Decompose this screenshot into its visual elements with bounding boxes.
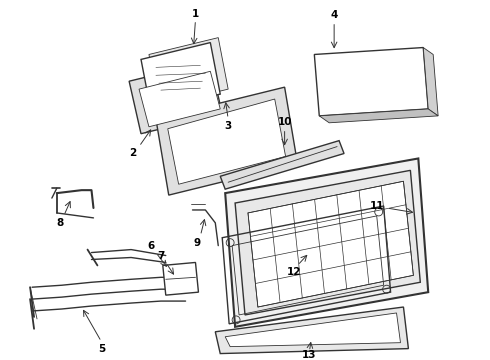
Polygon shape bbox=[141, 42, 220, 111]
Polygon shape bbox=[156, 87, 297, 195]
Text: 1: 1 bbox=[192, 9, 199, 19]
Text: 3: 3 bbox=[224, 121, 232, 131]
Polygon shape bbox=[225, 158, 428, 327]
Text: 11: 11 bbox=[369, 201, 384, 211]
Text: 2: 2 bbox=[129, 148, 137, 158]
Polygon shape bbox=[314, 48, 428, 116]
Polygon shape bbox=[225, 313, 400, 347]
Text: 7: 7 bbox=[157, 251, 165, 261]
Polygon shape bbox=[423, 48, 438, 116]
Polygon shape bbox=[319, 109, 438, 123]
Text: 5: 5 bbox=[98, 343, 105, 354]
Text: 6: 6 bbox=[147, 240, 154, 251]
Polygon shape bbox=[149, 38, 228, 106]
Polygon shape bbox=[129, 62, 222, 134]
Text: 9: 9 bbox=[194, 238, 201, 248]
Text: 4: 4 bbox=[330, 10, 338, 20]
Polygon shape bbox=[163, 262, 198, 295]
Polygon shape bbox=[235, 170, 420, 315]
Polygon shape bbox=[168, 99, 286, 184]
Polygon shape bbox=[248, 181, 414, 307]
Polygon shape bbox=[215, 307, 408, 354]
Polygon shape bbox=[220, 141, 344, 189]
Text: 10: 10 bbox=[277, 117, 292, 127]
Text: 12: 12 bbox=[287, 267, 302, 277]
Text: 8: 8 bbox=[56, 218, 63, 228]
Text: 13: 13 bbox=[302, 350, 317, 360]
Polygon shape bbox=[139, 71, 220, 127]
